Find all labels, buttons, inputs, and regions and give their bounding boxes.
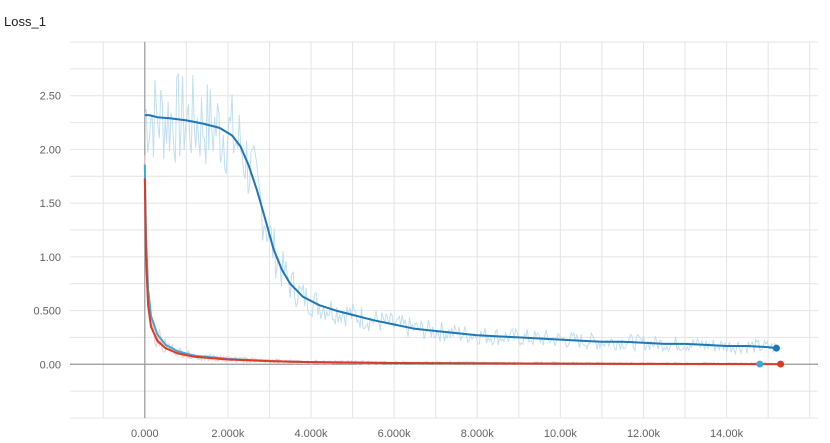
x-tick-label: 12.00k xyxy=(627,428,661,440)
y-tick-label: 0.00 xyxy=(40,359,61,371)
x-tick-label: 6.000k xyxy=(378,428,412,440)
series-line xyxy=(144,114,777,350)
series-line xyxy=(143,178,781,366)
series-end-markers xyxy=(756,344,785,368)
series xyxy=(143,114,781,366)
y-tick-label: 2.50 xyxy=(40,91,61,103)
tick-labels: 0.000 2.000k 4.000k 6.000k 8.000k 10.00k 12.00… xyxy=(33,91,743,440)
y-tick-label: 2.00 xyxy=(40,144,61,156)
series-end-marker xyxy=(756,360,764,368)
y-tick-label: 0.500 xyxy=(33,306,61,318)
y-tick-label: 1.50 xyxy=(40,198,61,210)
x-tick-label: 14.00k xyxy=(710,428,744,440)
chart-title: Loss_1 xyxy=(4,14,46,29)
series-end-marker xyxy=(777,360,785,368)
x-tick-label: 4.000k xyxy=(295,428,329,440)
raw-series-line xyxy=(144,71,777,356)
x-tick-label: 0.000 xyxy=(131,428,159,440)
series-end-marker xyxy=(772,344,780,352)
x-tick-label: 8.000k xyxy=(461,428,495,440)
y-tick-label: 1.00 xyxy=(40,252,61,264)
x-tick-label: 2.000k xyxy=(211,428,245,440)
x-tick-label: 10.00k xyxy=(544,428,578,440)
